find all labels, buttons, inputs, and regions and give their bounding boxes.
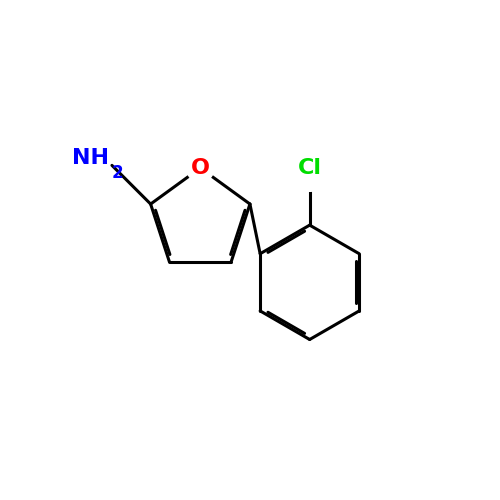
Circle shape <box>294 160 326 192</box>
Text: NH: NH <box>72 148 110 168</box>
Circle shape <box>186 154 214 182</box>
Text: O: O <box>191 158 210 178</box>
Text: Cl: Cl <box>298 158 322 178</box>
Text: 2: 2 <box>112 164 124 182</box>
